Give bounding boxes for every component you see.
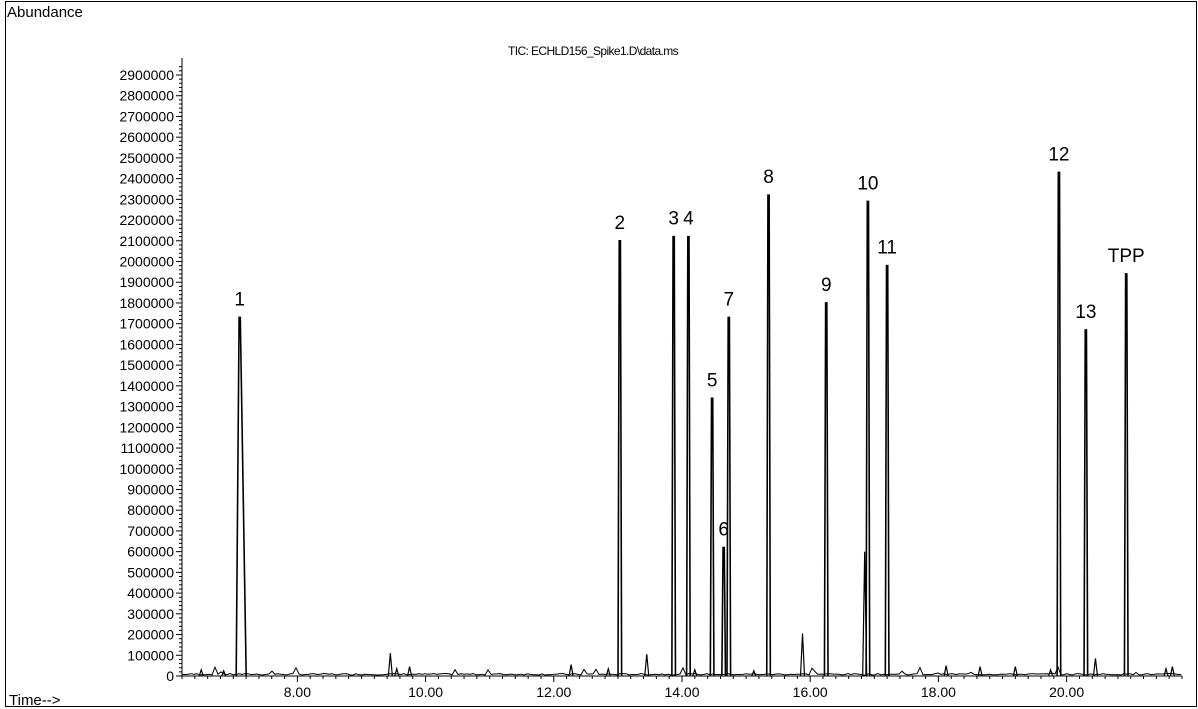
y-tick-label: 2000000: [119, 254, 174, 270]
peak-4: [685, 235, 692, 677]
minor-peak: [1092, 658, 1099, 677]
peak-11: [884, 264, 890, 677]
y-tick-label: 1800000: [119, 295, 174, 311]
minor-peak: [406, 666, 413, 677]
minor-peak: [1012, 666, 1018, 677]
minor-peak: [751, 669, 757, 677]
y-tick-label: 600000: [127, 544, 174, 560]
y-tick-label: 2100000: [119, 233, 174, 249]
y-tick-label: 1000000: [119, 461, 174, 477]
peak-1: [235, 316, 247, 677]
minor-peak: [387, 653, 393, 677]
peak-5: [709, 397, 715, 677]
x-tick-label: 20.00: [1049, 684, 1084, 700]
y-tick-label: 800000: [127, 502, 174, 518]
minor-peak: [605, 666, 611, 677]
y-tick-label: 1700000: [119, 316, 174, 332]
y-tick-label: 2200000: [119, 212, 174, 228]
peak-label: 11: [877, 238, 897, 259]
y-tick-label: 300000: [127, 606, 174, 622]
minor-peak: [1048, 667, 1054, 677]
x-axis-label: Time-->: [9, 692, 61, 709]
peak-13: [1083, 329, 1089, 677]
y-tick-label: 400000: [127, 585, 174, 601]
y-tick-label: 1100000: [121, 440, 175, 456]
peak-10: [865, 200, 871, 677]
peak-6: [721, 546, 727, 677]
peak-label: 13: [1075, 302, 1096, 323]
y-tick-label: 1400000: [119, 378, 174, 394]
y-tick-label: 2600000: [119, 129, 174, 145]
peak-label: 10: [857, 173, 878, 194]
peak-label: 3: [668, 209, 679, 230]
y-tick-label: 1900000: [119, 274, 174, 290]
y-tick-label: 1300000: [119, 399, 174, 415]
peak-TPP: [1123, 273, 1129, 677]
chart-title: TIC: ECHLD156_Spike1.D\data.ms: [508, 44, 679, 58]
minor-peak: [943, 665, 949, 677]
y-tick-label: 900000: [127, 481, 174, 497]
minor-peak: [692, 667, 698, 677]
peak-2: [617, 239, 623, 677]
y-tick-label: 2400000: [119, 171, 174, 187]
peak-9: [823, 302, 829, 677]
peak-label: 2: [615, 213, 626, 234]
peak-label: 8: [763, 167, 774, 188]
peak-7: [726, 316, 732, 677]
minor-peak: [198, 667, 204, 677]
minor-peak: [977, 666, 983, 677]
peak-label: TPP: [1108, 246, 1145, 267]
y-tick-label: 700000: [127, 523, 174, 539]
peak-label: 12: [1048, 144, 1069, 165]
y-tick-label: 2700000: [119, 108, 174, 124]
peak-12: [1056, 171, 1062, 677]
peak-label: 7: [724, 289, 735, 310]
chart-frame: [5, 1, 1197, 707]
peak-label: 4: [683, 209, 694, 230]
y-tick-label: 200000: [127, 627, 174, 643]
y-tick-label: 2800000: [119, 88, 174, 104]
minor-peak: [568, 664, 574, 677]
y-tick-label: 100000: [127, 647, 174, 663]
y-tick-label: 2500000: [119, 150, 174, 166]
peak-label: 5: [707, 370, 718, 391]
y-tick-label: 2300000: [119, 191, 174, 207]
minor-peak: [394, 666, 400, 677]
minor-peak: [1163, 666, 1169, 677]
peak-label: 1: [234, 289, 245, 310]
peak-3: [671, 235, 677, 677]
minor-peak: [1169, 666, 1175, 677]
minor-peak: [644, 654, 650, 677]
x-tick-label: 10.00: [408, 684, 443, 700]
x-tick-label: 18.00: [921, 684, 956, 700]
y-tick-label: 1500000: [119, 357, 174, 373]
y-tick-label: 2900000: [119, 67, 174, 83]
minor-peak: [799, 633, 806, 677]
x-tick-label: 16.00: [793, 684, 828, 700]
y-axis-label: Abundance: [7, 4, 83, 21]
peak-label: 9: [821, 275, 832, 296]
peak-8: [765, 194, 772, 677]
y-tick-label: 0: [166, 668, 174, 684]
peak-label: 6: [718, 520, 729, 541]
baseline-trace: [181, 665, 1181, 676]
x-tick-label: 12.00: [536, 684, 571, 700]
y-tick-label: 1200000: [119, 419, 174, 435]
x-tick-label: 8.00: [284, 684, 311, 700]
x-tick-label: 14.00: [664, 684, 699, 700]
y-tick-label: 1600000: [119, 336, 174, 352]
minor-peak: [221, 669, 227, 677]
y-tick-label: 500000: [127, 564, 174, 580]
